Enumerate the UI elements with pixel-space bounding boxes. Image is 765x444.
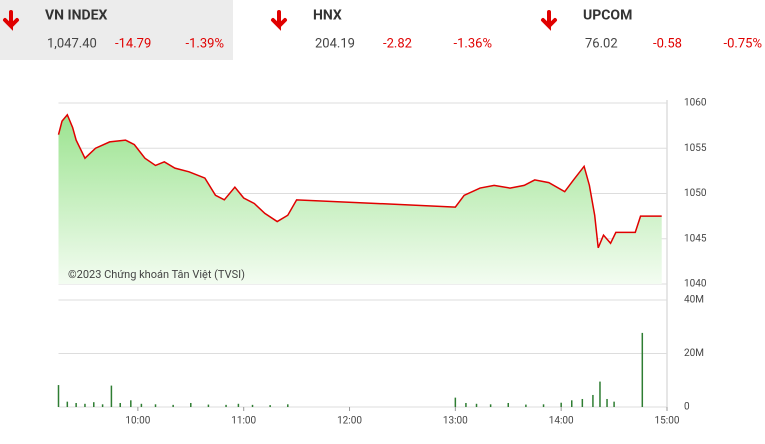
volume-bar (606, 398, 608, 407)
down-arrow (541, 10, 557, 31)
volume-bar (641, 332, 644, 407)
y-tick-label: 1045 (684, 233, 707, 244)
y-tick-label: 40M (684, 295, 704, 306)
volume-bar (542, 404, 545, 407)
volume-bar (172, 404, 174, 407)
volume-bar (66, 401, 69, 407)
volume-bar (475, 403, 478, 407)
ticker-percent: -0.75% (724, 36, 762, 51)
y-tick-label: 1040 (684, 279, 707, 290)
ticker-name: UPCOM (583, 8, 632, 24)
volume-bar (507, 402, 510, 407)
x-tick-label: 10:00 (125, 416, 150, 427)
volume-bar (110, 385, 113, 407)
y-tick-label: 1060 (684, 98, 707, 109)
volume-bar (130, 400, 132, 407)
price-line (57, 113, 662, 249)
volume-bar (140, 403, 143, 407)
y-tick-label: 1055 (684, 143, 707, 154)
x-tick-label: 14:00 (549, 416, 574, 427)
y-tick-label: 0 (684, 402, 690, 413)
volume-bar (251, 404, 254, 407)
x-tick-label: 12:00 (337, 416, 362, 427)
volume-bar (119, 402, 121, 407)
volume-bar (560, 402, 562, 407)
volume-bar (599, 381, 601, 407)
ticker-change: -0.58 (653, 36, 682, 51)
y-tick-label: 20M (684, 348, 704, 359)
ticker-change: -2.82 (383, 36, 412, 51)
volume-bar (489, 404, 492, 407)
volume-bar (207, 404, 210, 407)
volume-bar (465, 402, 467, 407)
volume-bar (613, 401, 615, 407)
volume-bar (269, 405, 271, 407)
tab-active[interactable] (0, 0, 233, 60)
price-area (58, 114, 662, 284)
copyright: ©2023 Chứng khoán Tân Việt (TVSI) (68, 268, 245, 281)
down-arrow (3, 10, 19, 31)
ticker-change: -14.79 (115, 36, 151, 51)
ticker-name: VN INDEX (45, 8, 107, 24)
volume-bar (84, 403, 86, 407)
volume-bar (287, 404, 289, 407)
volume-bar (525, 404, 527, 407)
volume-bar (571, 400, 573, 407)
x-tick-label: 13:00 (443, 416, 468, 427)
volume-bar (101, 404, 104, 407)
volume-bar (75, 402, 77, 407)
volume-bar (592, 394, 594, 407)
volume-bar (154, 404, 157, 407)
volume-bar (237, 403, 240, 407)
ticker-value: 1,047.40 (47, 36, 97, 51)
ticker-percent: -1.39% (186, 36, 224, 51)
ticker-value: 204.19 (315, 36, 355, 51)
y-tick-label: 1050 (684, 188, 707, 199)
volume-bar (57, 385, 60, 407)
volume-bar (190, 402, 192, 407)
x-tick-label: 11:00 (231, 416, 256, 427)
ticker-value: 76.02 (585, 36, 618, 51)
ticker-name: HNX (313, 8, 342, 24)
volume-bar (581, 398, 584, 407)
x-tick-label: 15:00 (655, 416, 680, 427)
ticker-percent: -1.36% (454, 36, 492, 51)
volume-bar (93, 402, 95, 407)
down-arrow (271, 10, 287, 31)
volume-bar (454, 397, 457, 407)
volume-bar (225, 404, 227, 407)
